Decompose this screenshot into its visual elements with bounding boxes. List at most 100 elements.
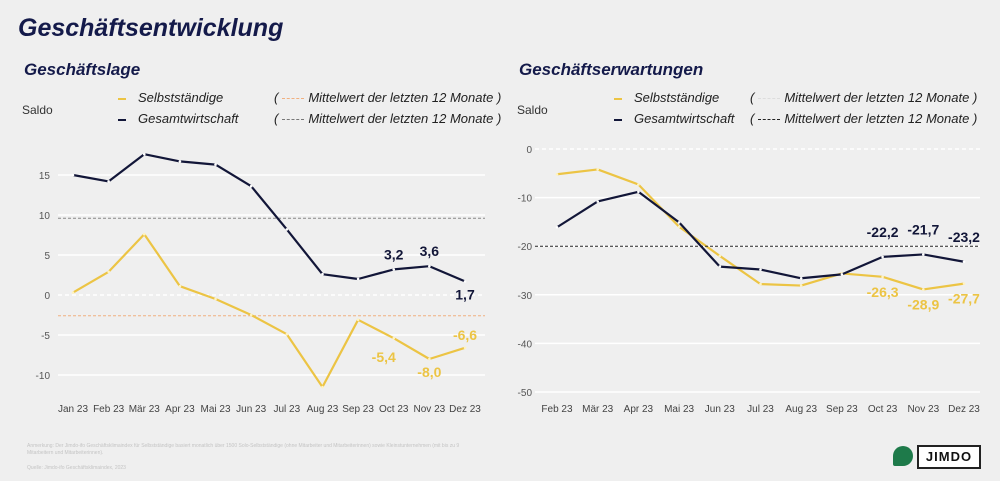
- data-point: [285, 228, 289, 231]
- paren: ): [496, 90, 502, 105]
- x-tick-label: Mai 23: [201, 404, 231, 415]
- legend-mean-label: Mittelwert der letzten 12 Monate: [308, 90, 494, 105]
- data-label: -27,7: [948, 291, 980, 307]
- legend-label: Selbstständige: [138, 90, 224, 105]
- x-tick-label: Jun 23: [705, 404, 735, 415]
- data-point: [799, 284, 803, 287]
- data-point: [677, 225, 681, 229]
- paren: (: [750, 90, 755, 105]
- data-label: -28,9: [907, 296, 939, 312]
- paren: ): [972, 90, 978, 105]
- data-point: [392, 336, 396, 340]
- data-point: [799, 276, 803, 280]
- data-point: [178, 160, 182, 163]
- data-point: [962, 260, 966, 264]
- data-point: [922, 288, 925, 291]
- data-point: [637, 183, 640, 186]
- legend-label: Gesamtwirtschaft: [138, 111, 239, 126]
- legend-swatch-selbst: [614, 97, 622, 100]
- footnote: Anmerkung: Der Jimdo-ifo Geschäftsklimai…: [27, 443, 460, 456]
- y-tick-label: -5: [41, 331, 50, 342]
- x-tick-label: Sep 23: [342, 404, 374, 415]
- data-point: [922, 253, 925, 256]
- data-point: [356, 318, 360, 322]
- legend-label: Selbstständige: [634, 90, 720, 105]
- series-line-gesamt: [72, 153, 466, 283]
- data-point: [555, 225, 559, 229]
- data-label: 3,6: [420, 243, 440, 259]
- data-point: [142, 152, 146, 156]
- data-label: -23,2: [948, 229, 980, 245]
- jimdo-logo: JIMDO: [917, 445, 981, 469]
- data-point: [71, 173, 75, 177]
- x-tick-label: Nov 23: [414, 404, 446, 415]
- data-point: [214, 163, 217, 166]
- data-label: -5,4: [372, 349, 396, 365]
- data-point: [428, 357, 431, 361]
- x-tick-label: Aug 23: [785, 404, 817, 415]
- legend-swatch-gesamt: [614, 118, 622, 121]
- y-tick-label: -20: [518, 242, 533, 253]
- source: Quelle: Jimdo-ifo Geschäftsklimaindex, 2…: [27, 465, 126, 471]
- x-tick-label: Mär 23: [129, 404, 161, 415]
- legend-right: Selbstständige ( Mittelwert der letzten 12…: [614, 90, 977, 132]
- data-point: [555, 172, 559, 176]
- chart-title-erwartungen: Geschäftserwartungen: [519, 60, 704, 79]
- y-tick-label: -50: [518, 388, 533, 399]
- data-point: [428, 264, 431, 268]
- mean-dash: [758, 98, 781, 100]
- paren: ): [972, 111, 978, 126]
- data-point: [392, 268, 396, 271]
- x-tick-label: Jul 23: [747, 404, 774, 415]
- mean-dash: [758, 119, 781, 121]
- x-tick-label: Mai 23: [664, 404, 694, 415]
- x-tick-label: Aug 23: [307, 404, 339, 415]
- data-point: [71, 291, 75, 294]
- data-label: 3,2: [384, 246, 404, 262]
- data-label: -21,7: [907, 221, 939, 237]
- mean-dash: [282, 119, 305, 121]
- mean-dash: [282, 98, 305, 100]
- y-tick-label: 5: [44, 251, 50, 262]
- legend-mean-label: Mittelwert der letzten 12 Monate: [784, 111, 970, 126]
- x-tick-label: Feb 23: [541, 404, 573, 415]
- y-tick-label: 0: [44, 291, 50, 302]
- data-point: [463, 346, 467, 350]
- data-point: [249, 184, 253, 188]
- data-point: [321, 385, 324, 389]
- data-point: [677, 221, 681, 224]
- paren: ): [496, 111, 502, 126]
- paren: (: [274, 90, 279, 105]
- series-line-selbst: [556, 168, 965, 291]
- legend-swatch-gesamt: [118, 118, 126, 121]
- paren: (: [750, 111, 755, 126]
- legend-mean-label: Mittelwert der letzten 12 Monate: [308, 111, 494, 126]
- x-tick-label: Apr 23: [624, 404, 654, 415]
- data-point: [249, 313, 253, 317]
- x-tick-label: Dez 23: [948, 404, 980, 415]
- data-point: [840, 273, 844, 276]
- data-label: 1,7: [455, 286, 475, 302]
- data-point: [718, 254, 722, 258]
- legend-mean-label: Mittelwert der letzten 12 Monate: [784, 90, 970, 105]
- x-tick-label: Jan 23: [58, 404, 88, 415]
- y-tick-label: -10: [36, 371, 51, 382]
- data-point: [637, 190, 640, 194]
- data-point: [962, 282, 966, 285]
- data-point: [463, 280, 467, 283]
- data-point: [107, 180, 110, 183]
- y-tick-label: 15: [39, 171, 51, 182]
- legend-swatch-selbst: [118, 97, 126, 100]
- data-label: -8,0: [417, 364, 441, 380]
- y-axis-label: Saldo: [22, 103, 53, 117]
- data-point: [142, 232, 146, 236]
- series-line-gesamt: [556, 190, 965, 280]
- x-tick-label: Apr 23: [165, 404, 195, 415]
- paren: (: [274, 111, 279, 126]
- data-point: [596, 168, 599, 171]
- y-tick-label: 10: [39, 211, 51, 222]
- data-point: [214, 297, 217, 301]
- data-point: [285, 332, 289, 336]
- vgsd-logo: [893, 446, 913, 466]
